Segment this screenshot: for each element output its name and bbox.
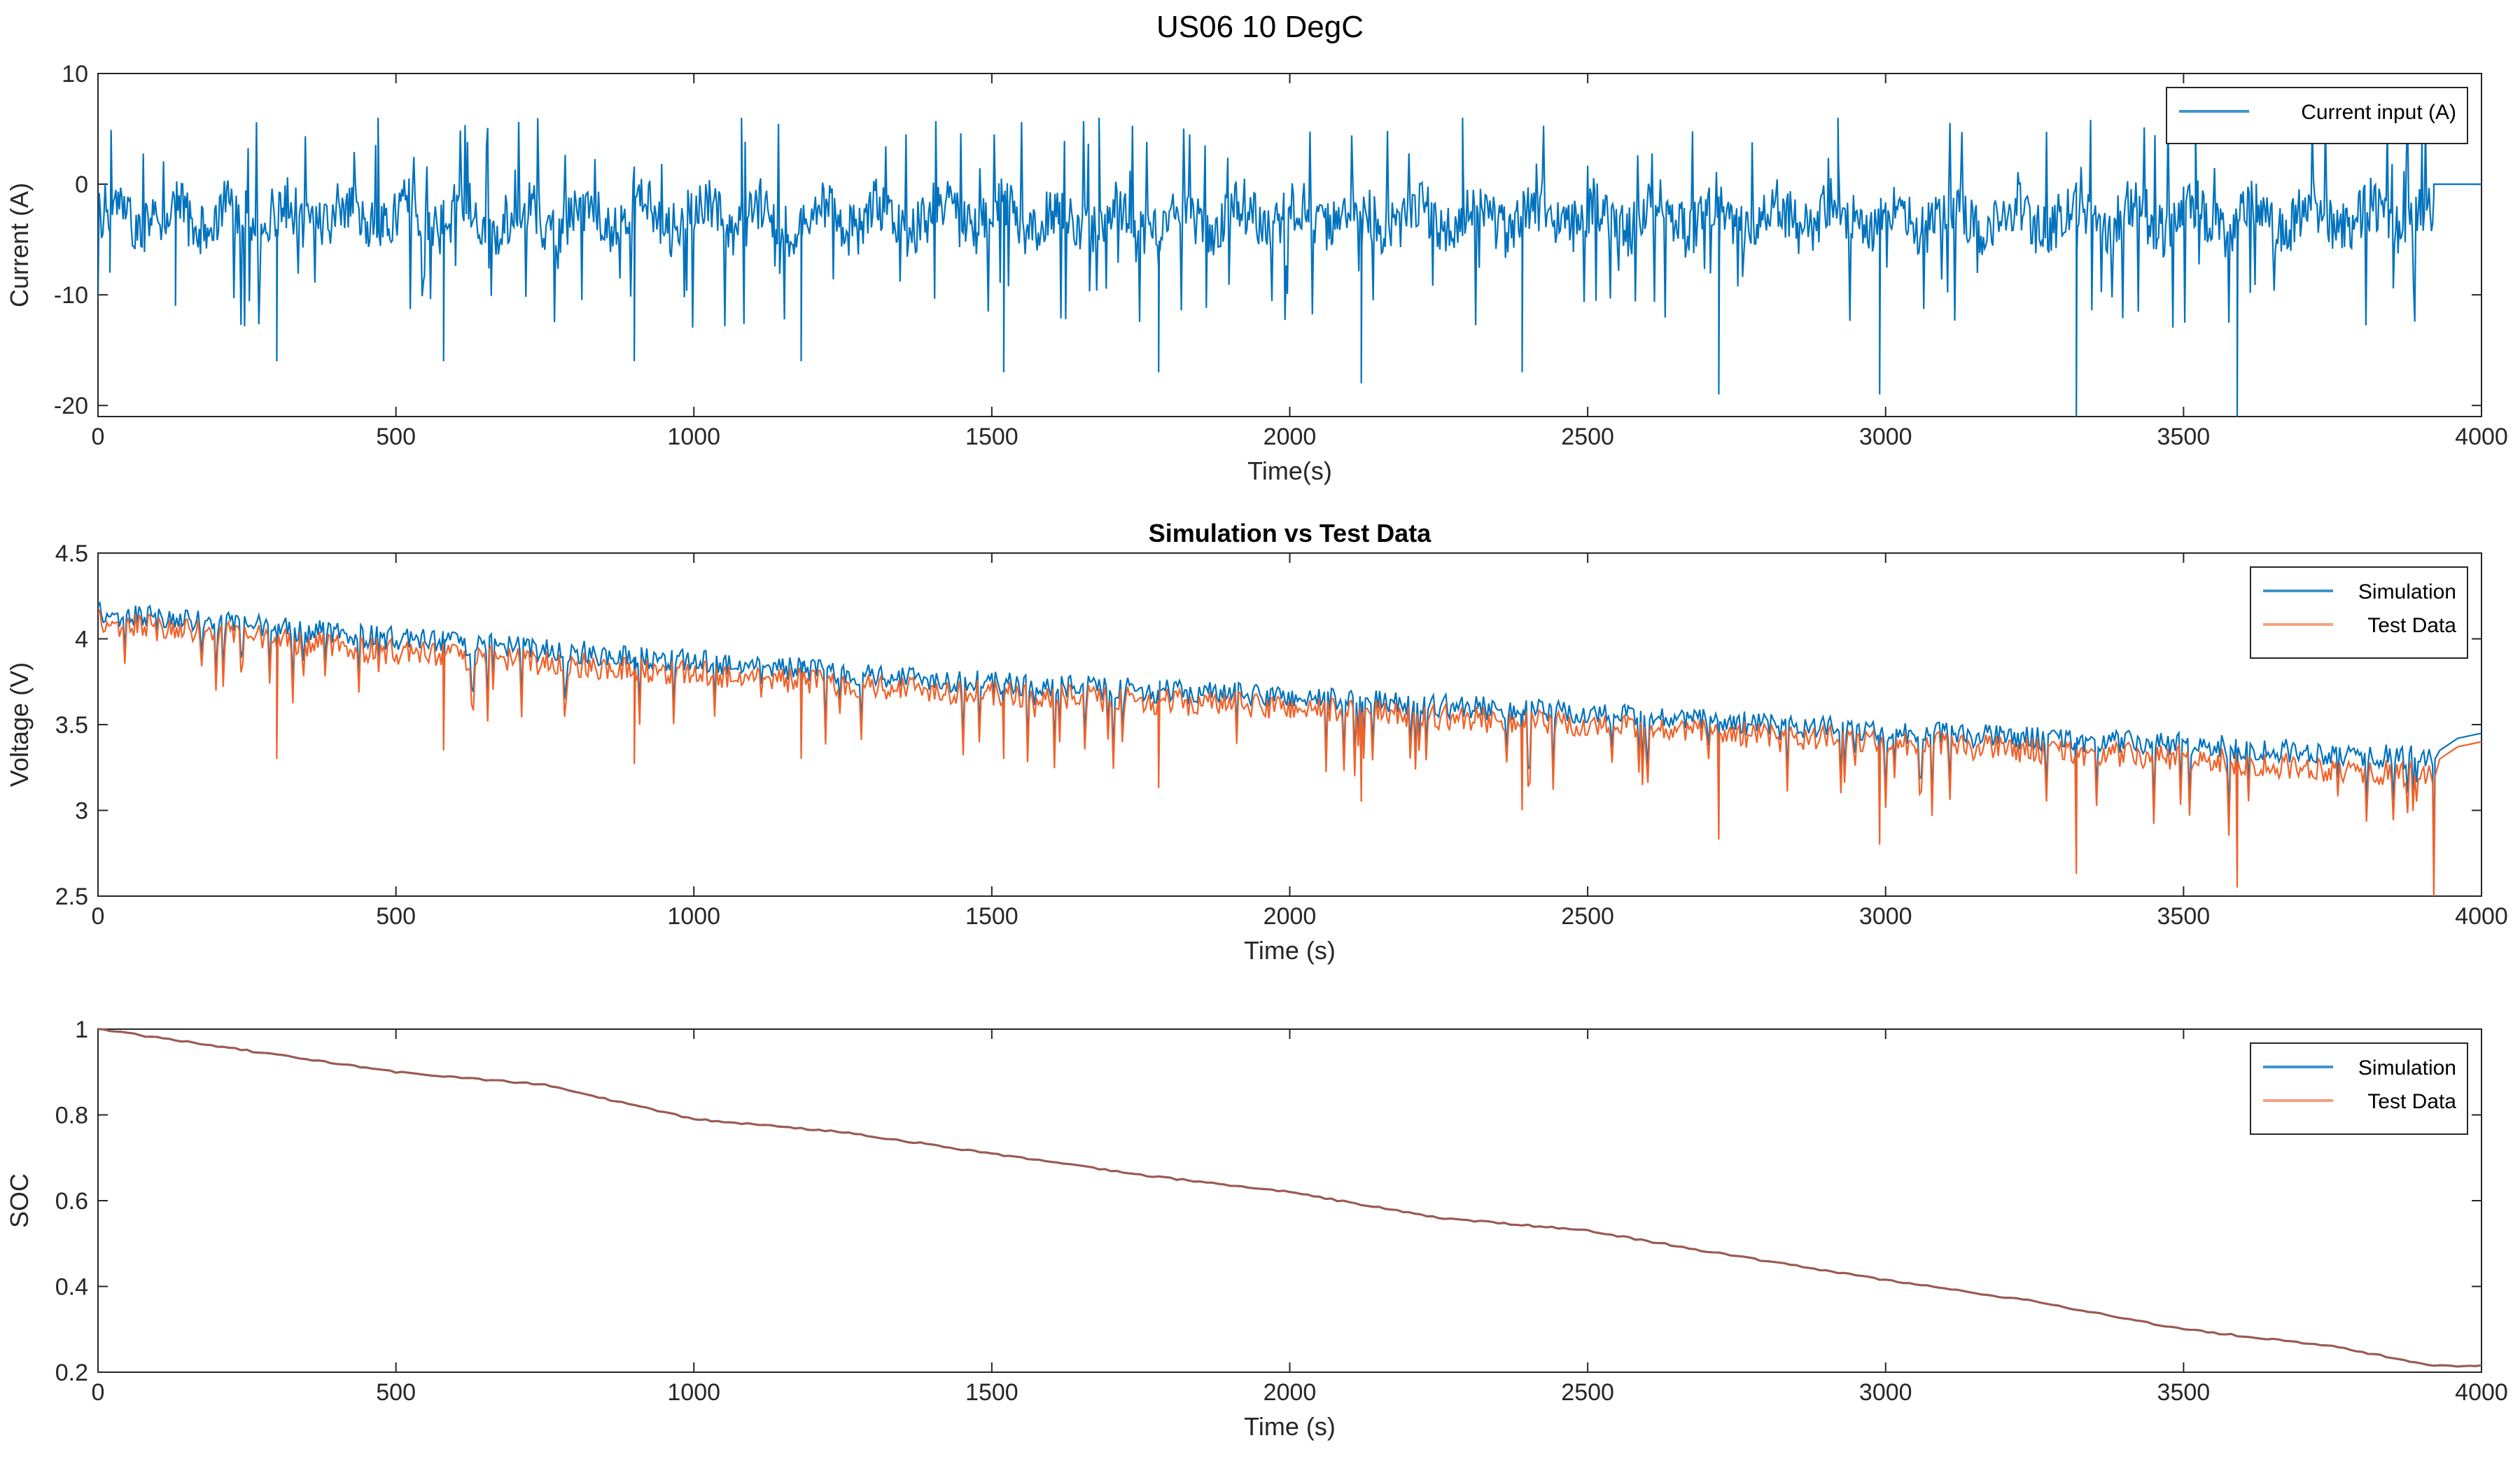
legend-label: Test Data: [2367, 614, 2456, 637]
plot-area: [97, 1028, 2482, 1373]
y-tick-label: 1: [75, 1017, 88, 1043]
series-soc-test-data: [97, 1028, 2482, 1368]
x-tick-label: 2500: [1561, 1379, 1614, 1406]
y-tick-label: 0.4: [55, 1274, 88, 1301]
x-axis-label: Time (s): [1244, 1412, 1336, 1441]
y-tick-label: 2.5: [55, 884, 88, 910]
x-tick-label: 500: [376, 424, 416, 450]
x-tick-label: 1000: [667, 903, 720, 930]
legend-label: Simulation: [2358, 1056, 2456, 1080]
x-tick-label: 1000: [667, 424, 720, 450]
y-tick-label: 4: [75, 627, 88, 653]
y-tick-label: 0.6: [55, 1188, 88, 1215]
legend-label: Test Data: [2367, 1090, 2456, 1113]
y-tick-label: 3.5: [55, 712, 88, 739]
x-tick-label: 0: [92, 1379, 105, 1406]
y-tick-label: 4.5: [55, 540, 88, 567]
y-tick-label: -20: [54, 393, 88, 419]
legend: Simulation Test Data: [2250, 566, 2468, 659]
x-tick-label: 3000: [1859, 903, 1912, 930]
chart-voltage: 0 500 1000 1500 2000 2500 3000 3500 4000 2.5 3 3.5 4…: [5, 519, 2508, 965]
series-current-input: [98, 118, 2482, 417]
x-tick-label: 3500: [2157, 424, 2211, 450]
y-tick-label: 10: [62, 61, 88, 88]
x-tick-label: 1500: [965, 424, 1018, 450]
y-axis-label: Current (A): [5, 183, 34, 307]
legend-label: Current input (A): [2301, 101, 2456, 124]
legend-box: [2166, 87, 2468, 144]
x-tick-label: 3000: [1859, 1379, 1912, 1406]
legend: Simulation Test Data: [2250, 1042, 2468, 1135]
figure-title: US06 10 DegC: [1156, 10, 1364, 44]
legend-box: [2250, 1042, 2468, 1135]
x-tick-label: 1500: [965, 903, 1018, 930]
legend: Current input (A): [2166, 87, 2468, 144]
x-tick-label: 3000: [1859, 424, 1912, 450]
x-tick-label: 0: [92, 903, 105, 930]
x-axis-label: Time(s): [1247, 456, 1332, 485]
x-axis-label: Time (s): [1244, 936, 1336, 965]
x-tick-label: 0: [92, 424, 105, 450]
x-tick-label: 1000: [667, 1379, 720, 1406]
y-tick-label: -10: [54, 282, 88, 309]
x-tick-label: 4000: [2455, 903, 2508, 930]
y-tick-label: 0: [75, 172, 88, 198]
x-tick-label: 3500: [2157, 903, 2211, 930]
chart-title: Simulation vs Test Data: [1149, 519, 1432, 547]
y-axis-label: Voltage (V): [5, 662, 34, 787]
y-tick-label: 3: [75, 798, 88, 825]
series-test-data: [98, 608, 2482, 896]
x-tick-label: 500: [376, 903, 416, 930]
x-tick-label: 4000: [2455, 424, 2508, 450]
y-tick-label: 0.8: [55, 1103, 88, 1129]
x-tick-label: 2500: [1561, 903, 1614, 930]
x-tick-label: 2000: [1264, 1379, 1317, 1406]
y-tick-label: 0.2: [55, 1360, 88, 1386]
x-tick-label: 3500: [2157, 1379, 2211, 1406]
x-tick-label: 1500: [965, 1379, 1018, 1406]
legend-box: [2250, 566, 2468, 659]
x-tick-label: 2000: [1264, 424, 1317, 450]
x-tick-label: 2500: [1561, 424, 1614, 450]
plot-area: [97, 552, 2482, 897]
y-axis-label: SOC: [5, 1173, 34, 1228]
chart-soc: 0 500 1000 1500 2000 2500 3000 3500 4000 0.2 0.4 0.…: [5, 1017, 2508, 1441]
x-tick-label: 4000: [2455, 1379, 2508, 1406]
chart-current: 0 500 1000 1500 2000 2500 3000 3500 4000 -20 -10 0 1…: [5, 61, 2508, 485]
x-tick-label: 2000: [1264, 903, 1317, 930]
legend-label: Simulation: [2358, 580, 2456, 603]
x-tick-label: 500: [376, 1379, 416, 1406]
